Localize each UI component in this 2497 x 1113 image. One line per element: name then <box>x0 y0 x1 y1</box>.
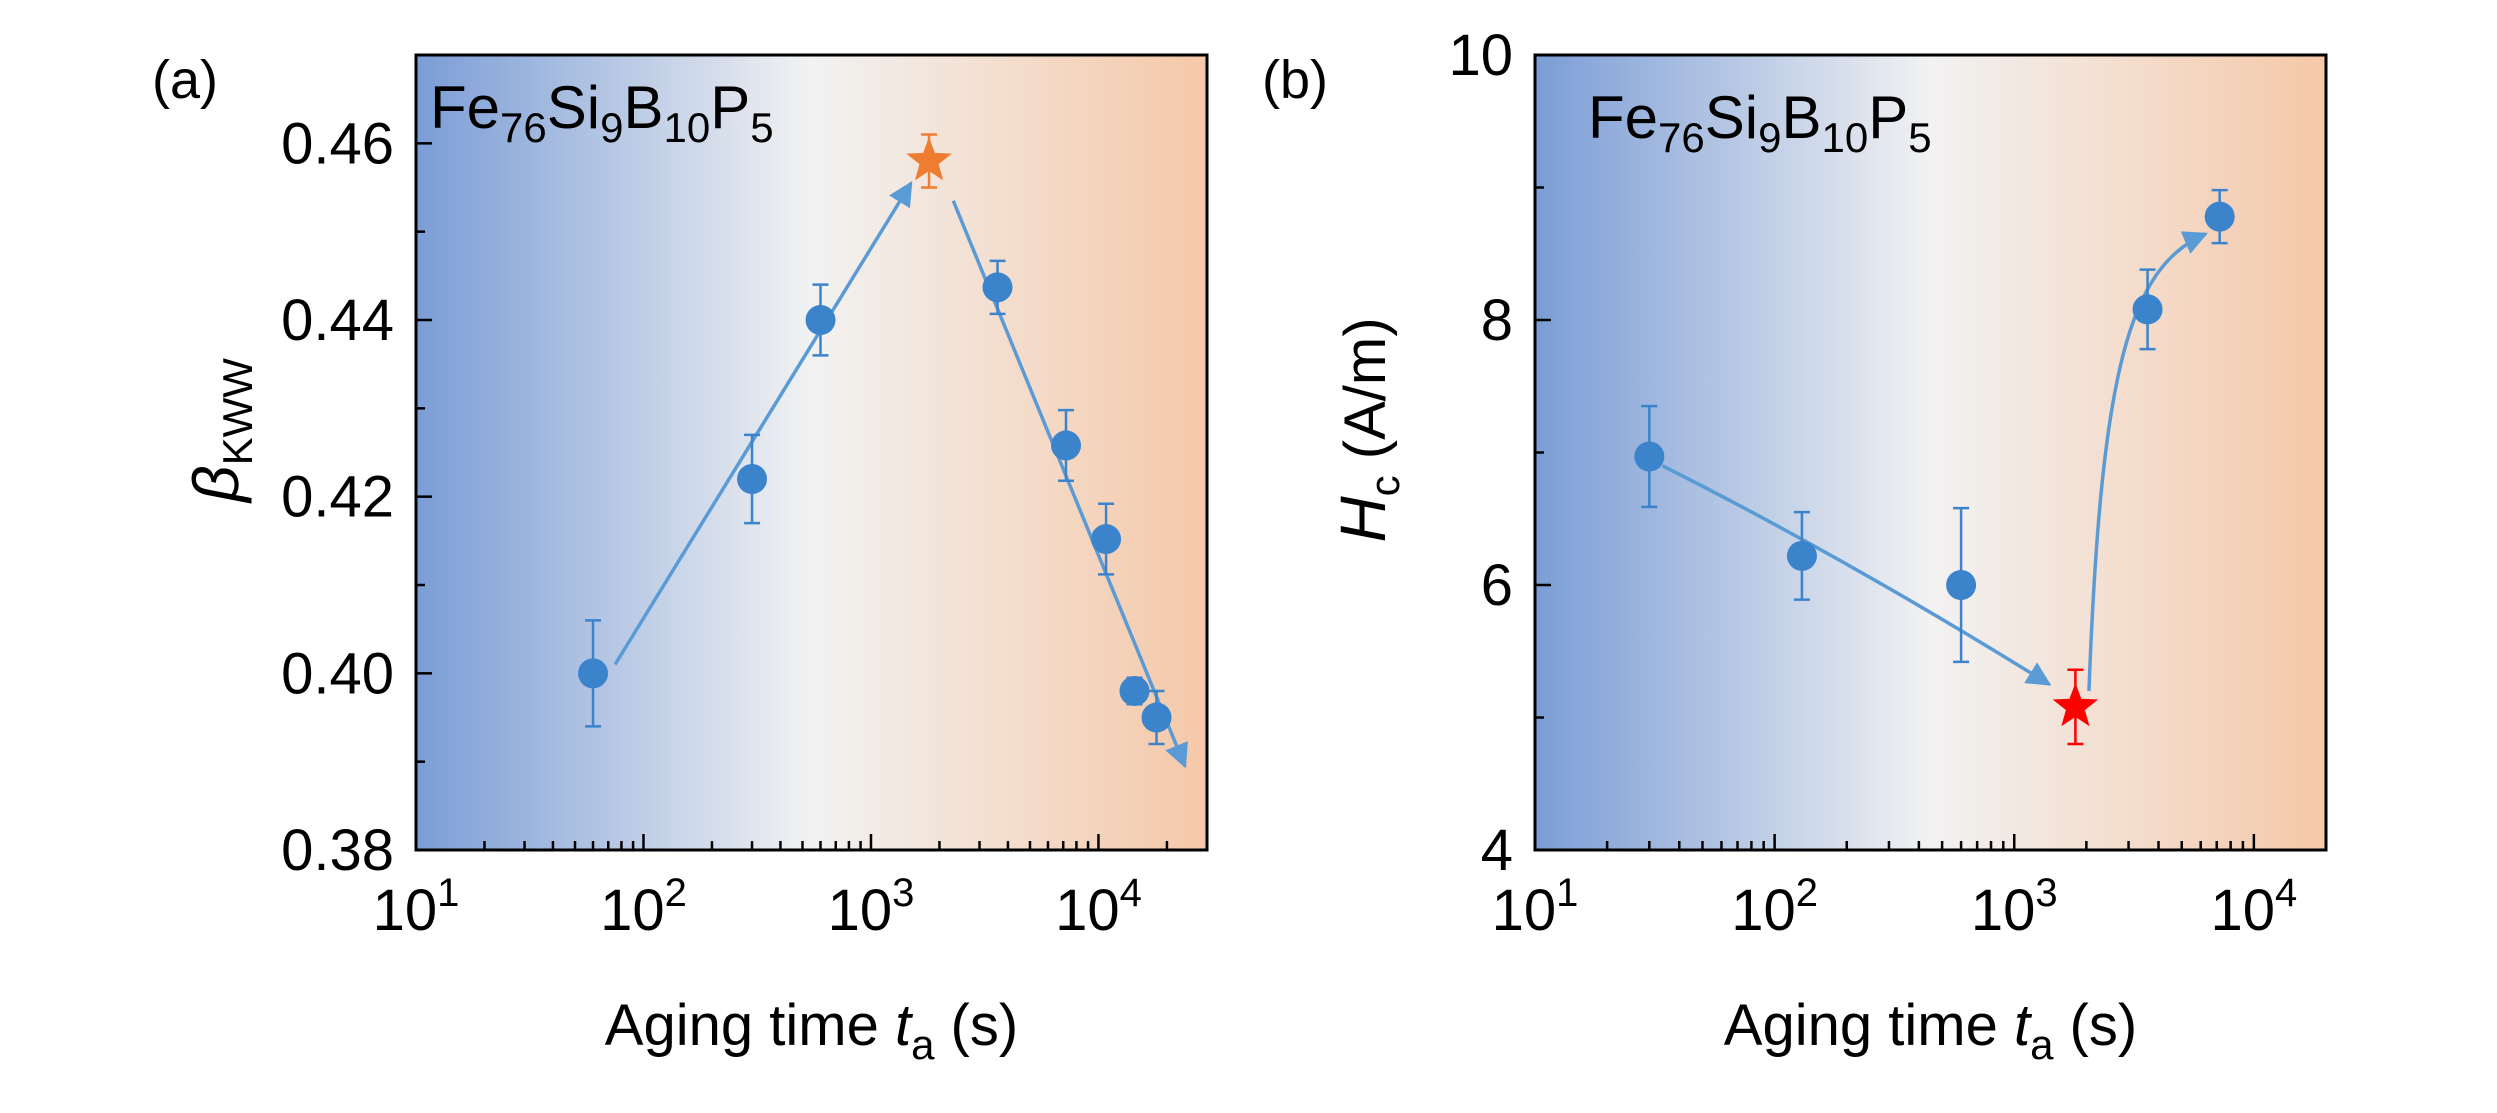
x-tick-label: 103 <box>1971 871 2058 943</box>
x-tick-label: 104 <box>2210 871 2297 943</box>
data-point <box>1091 524 1122 555</box>
x-tick-label: 104 <box>1055 871 1142 943</box>
x-tick-label: 103 <box>828 871 915 943</box>
data-point <box>1946 570 1977 600</box>
x-axis-label: Aging time ta (s) <box>1724 993 2137 1068</box>
x-tick-label: 101 <box>1492 871 1579 943</box>
y-tick-label: 10 <box>1448 23 1513 88</box>
trend-arrow <box>1661 464 2052 686</box>
composition-label: Fe76Si9B10P5 <box>1588 84 1932 161</box>
trend-arrow <box>613 180 913 666</box>
highlight-star-marker <box>906 137 952 181</box>
data-point <box>2132 294 2163 325</box>
panel-b: 101 102 103 104 4 6 8 10 (b) Fe76Si9B10P5 Aging ti… <box>1262 23 2328 1068</box>
y-tick-label: 0.40 <box>281 641 394 706</box>
data-point <box>982 272 1013 303</box>
x-tick-label: 102 <box>600 871 687 943</box>
data-point <box>737 464 768 494</box>
panel-label: (a) <box>152 50 218 110</box>
data-point <box>2204 201 2235 232</box>
y-tick-label: 4 <box>1481 818 1513 883</box>
x-tick-label: 101 <box>373 871 460 943</box>
plot-background <box>416 55 1207 850</box>
data-point <box>1119 676 1150 706</box>
data-point <box>1786 540 1817 571</box>
data-point <box>805 305 836 335</box>
highlight-star-marker <box>2052 682 2099 727</box>
y-axis-label: Hc (A/m) <box>1327 317 1408 542</box>
plot-background <box>1535 55 2326 850</box>
panel-label: (b) <box>1262 50 1328 110</box>
composition-label: Fe76Si9B10P5 <box>430 74 774 151</box>
trend-arrow <box>2087 231 2209 692</box>
y-tick-label: 0.42 <box>281 465 394 530</box>
y-axis-label: βKWW <box>180 358 261 504</box>
plot-frame <box>414 53 1209 852</box>
data-point <box>1051 430 1082 461</box>
data-point <box>578 658 609 689</box>
data-point <box>1141 702 1172 733</box>
y-tick-label: 0.38 <box>281 818 394 883</box>
y-tick-label: 0.44 <box>281 288 394 353</box>
panel-a: 101 102 103 104 0.38 0.40 0.42 0.44 0.46 (a) Fe76S… <box>152 50 1209 1068</box>
data-point <box>1634 441 1665 472</box>
x-tick-label: 102 <box>1731 871 1818 943</box>
y-tick-label: 0.46 <box>281 111 394 176</box>
y-tick-label: 6 <box>1481 553 1513 618</box>
y-tick-label: 8 <box>1481 288 1513 353</box>
x-axis-label: Aging time ta (s) <box>605 993 1018 1068</box>
